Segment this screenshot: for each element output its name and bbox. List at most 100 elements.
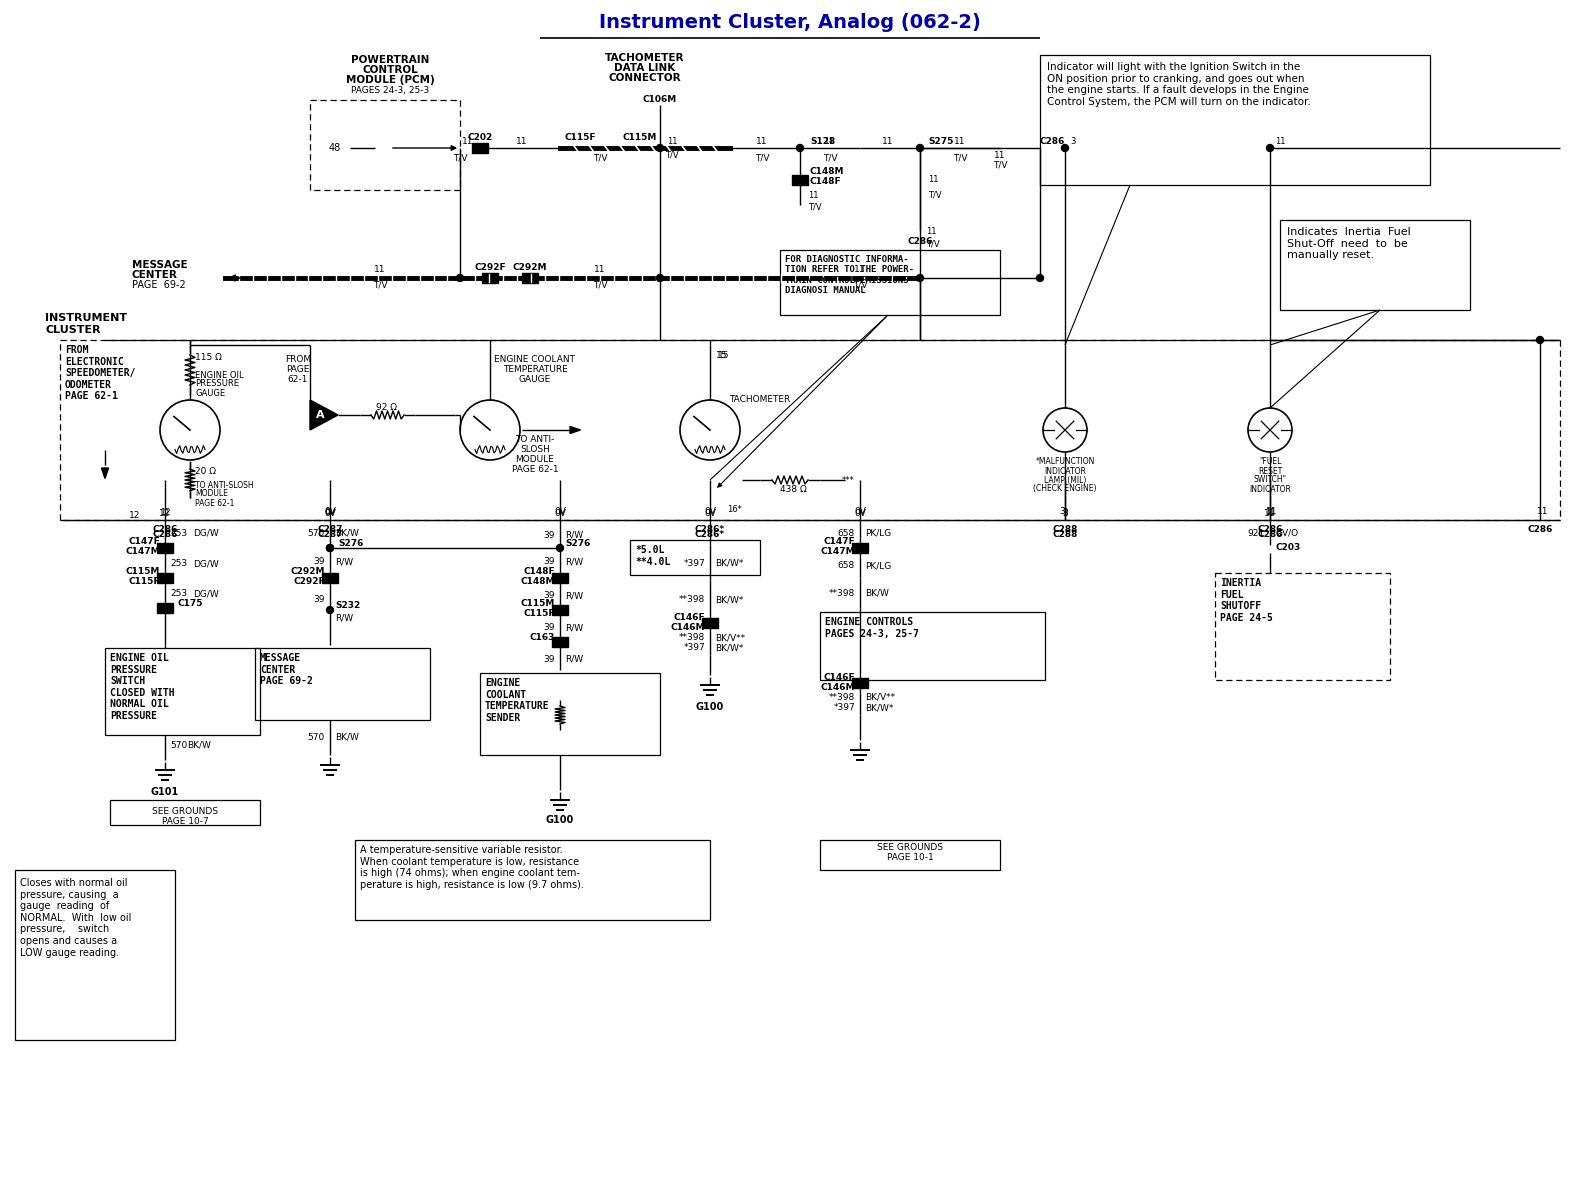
Text: 11: 11 xyxy=(1275,138,1286,146)
Text: C286: C286 xyxy=(152,526,177,534)
Text: 3: 3 xyxy=(1062,509,1068,518)
Text: C146M: C146M xyxy=(820,683,855,691)
Text: PAGE: PAGE xyxy=(286,366,310,374)
Text: SEE GROUNDS: SEE GROUNDS xyxy=(152,808,218,816)
Text: 39: 39 xyxy=(544,558,555,566)
Text: C148F: C148F xyxy=(811,178,842,186)
Text: PAGE 62-1: PAGE 62-1 xyxy=(194,498,234,508)
Text: PAGES 24-3, 25-3: PAGES 24-3, 25-3 xyxy=(351,85,430,95)
Text: T/V: T/V xyxy=(665,150,679,160)
Text: Indicator will light with the Ignition Switch in the
ON position prior to cranki: Indicator will light with the Ignition S… xyxy=(1048,62,1311,107)
Text: S276: S276 xyxy=(338,540,363,548)
Text: T/V: T/V xyxy=(755,154,769,162)
Text: T/V: T/V xyxy=(823,154,837,162)
Text: C146M: C146M xyxy=(670,623,705,631)
Text: MODULE (PCM): MODULE (PCM) xyxy=(346,74,434,85)
Text: 48: 48 xyxy=(329,143,341,152)
Text: 11: 11 xyxy=(1264,508,1275,517)
Text: INSTRUMENT: INSTRUMENT xyxy=(44,313,126,323)
Text: TACHOMETER: TACHOMETER xyxy=(730,396,790,404)
Text: *397: *397 xyxy=(833,703,855,713)
Text: BK/W: BK/W xyxy=(864,588,890,598)
Text: C147F: C147F xyxy=(128,536,160,546)
Text: R/W: R/W xyxy=(566,558,583,566)
Text: S275: S275 xyxy=(927,137,953,145)
Text: 0V: 0V xyxy=(705,508,716,516)
Text: 39: 39 xyxy=(544,592,555,600)
Text: R/W: R/W xyxy=(566,624,583,632)
Polygon shape xyxy=(310,400,338,430)
Bar xyxy=(322,572,338,583)
Circle shape xyxy=(657,275,664,282)
Circle shape xyxy=(327,545,333,552)
Text: **398: **398 xyxy=(830,692,855,702)
Bar xyxy=(551,605,567,614)
Text: G101: G101 xyxy=(150,787,179,797)
Text: C292M: C292M xyxy=(291,568,325,576)
Text: 12: 12 xyxy=(160,508,171,517)
Text: SWITCH": SWITCH" xyxy=(1253,475,1286,485)
Text: C286: C286 xyxy=(907,238,932,246)
Text: C148M: C148M xyxy=(811,168,844,176)
Text: C288: C288 xyxy=(1052,526,1078,534)
Text: BK/W*: BK/W* xyxy=(716,643,743,653)
Polygon shape xyxy=(101,468,109,479)
Bar xyxy=(472,143,488,152)
Text: 3: 3 xyxy=(1070,138,1076,146)
Text: T/V: T/V xyxy=(927,191,942,199)
Text: C115M: C115M xyxy=(126,568,160,576)
Text: **398: **398 xyxy=(679,634,705,642)
Text: BK/W: BK/W xyxy=(335,528,359,538)
Text: INDICATOR: INDICATOR xyxy=(1250,485,1291,493)
Text: T/V: T/V xyxy=(807,203,822,211)
Text: 0V: 0V xyxy=(555,509,566,518)
Bar xyxy=(630,540,760,575)
Text: TO ANTI-: TO ANTI- xyxy=(515,436,555,444)
Text: PAGE  69-2: PAGE 69-2 xyxy=(133,280,186,290)
Text: DG/W: DG/W xyxy=(193,528,218,538)
Text: PK/LG: PK/LG xyxy=(864,528,891,538)
Bar xyxy=(356,840,709,920)
Text: 39: 39 xyxy=(544,530,555,540)
Text: C147M: C147M xyxy=(820,546,855,556)
Text: SEE GROUNDS: SEE GROUNDS xyxy=(877,844,943,852)
Text: 16*: 16* xyxy=(727,505,743,515)
Text: C203: C203 xyxy=(1275,544,1300,552)
Text: PRESSURE: PRESSURE xyxy=(194,379,239,389)
Text: ENGINE OIL
PRESSURE
SWITCH
CLOSED WITH
NORMAL OIL
PRESSURE: ENGINE OIL PRESSURE SWITCH CLOSED WITH N… xyxy=(111,653,175,721)
Text: BK/V**: BK/V** xyxy=(716,634,746,642)
Text: GAUGE: GAUGE xyxy=(518,376,551,384)
Text: T/V: T/V xyxy=(592,281,607,289)
Text: 0V: 0V xyxy=(324,508,335,517)
Text: PAGE 10-7: PAGE 10-7 xyxy=(161,816,209,826)
Text: CONNECTOR: CONNECTOR xyxy=(608,73,681,83)
Bar xyxy=(1040,55,1430,185)
Circle shape xyxy=(327,545,333,552)
Text: T/V: T/V xyxy=(592,154,607,162)
Text: 253: 253 xyxy=(171,528,186,538)
Text: "FUEL: "FUEL xyxy=(1259,457,1281,467)
Text: ENGINE OIL: ENGINE OIL xyxy=(194,371,243,379)
Text: 921: 921 xyxy=(1248,528,1266,538)
Text: Closes with normal oil
pressure, causing  a
gauge  reading  of
NORMAL.  With  lo: Closes with normal oil pressure, causing… xyxy=(21,878,131,958)
Text: T/V: T/V xyxy=(953,154,967,162)
Text: CENTER: CENTER xyxy=(133,270,179,280)
Bar xyxy=(111,800,261,826)
Text: BK/V**: BK/V** xyxy=(864,692,896,702)
Text: 658: 658 xyxy=(837,562,855,570)
Text: 11: 11 xyxy=(807,192,818,200)
Text: FROM
ELECTRONIC
SPEEDOMETER/
ODOMETER
PAGE 62-1: FROM ELECTRONIC SPEEDOMETER/ ODOMETER PA… xyxy=(65,346,136,401)
Text: 20 Ω: 20 Ω xyxy=(194,468,216,476)
Bar xyxy=(781,250,1000,314)
Circle shape xyxy=(1536,336,1544,343)
Text: T/V: T/V xyxy=(453,154,468,162)
Text: R/W: R/W xyxy=(566,530,583,540)
Text: *397: *397 xyxy=(683,558,705,568)
Text: **398: **398 xyxy=(679,595,705,605)
Text: 11: 11 xyxy=(1266,508,1278,516)
Circle shape xyxy=(556,545,564,552)
Circle shape xyxy=(657,144,664,151)
Text: 39: 39 xyxy=(544,654,555,664)
Text: C286*: C286* xyxy=(695,526,725,534)
Text: C175: C175 xyxy=(177,600,202,608)
